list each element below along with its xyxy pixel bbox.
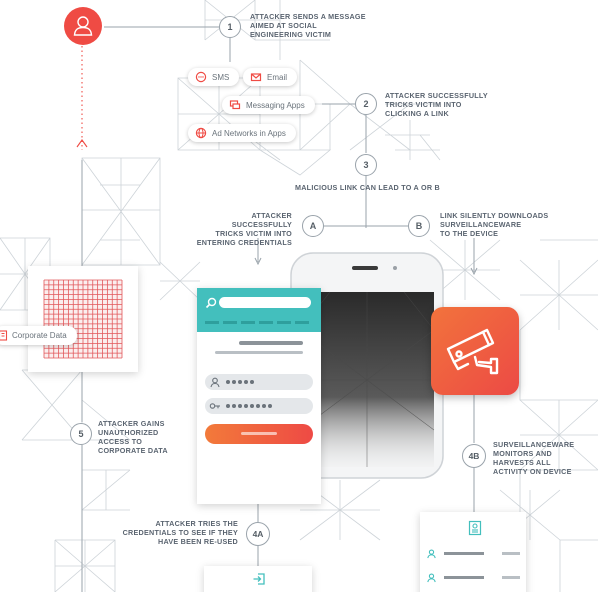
step-b-text: LINK SILENTLY DOWNLOADS SURVEILLANCEWARE…: [440, 211, 549, 238]
header-nav-placeholder: [205, 321, 311, 324]
user-icon: [210, 377, 220, 388]
step-4a-marker: 4A: [246, 522, 270, 546]
step-1-text: ATTACKER SENDS A MESSAGE AIMED AT SOCIAL…: [250, 12, 366, 39]
channel-sms-label: SMS: [212, 72, 230, 82]
step-5-marker: 5: [70, 423, 92, 445]
contact-row-2: [426, 572, 522, 584]
channel-email-label: Email: [267, 72, 288, 82]
channel-messaging-apps: Messaging Apps: [222, 96, 315, 114]
step-a-marker: A: [302, 215, 324, 237]
channel-email: Email: [243, 68, 298, 86]
channel-sms: SMS: [188, 68, 240, 86]
channel-messaging-label: Messaging Apps: [246, 100, 305, 110]
globe-icon: [195, 127, 207, 139]
user-icon: [73, 16, 93, 36]
surveillance-tile: [431, 307, 519, 395]
step-5-text: ATTACKER GAINS UNAUTHORIZED ACCESS TO CO…: [98, 419, 168, 455]
user-icon: [427, 573, 436, 583]
channel-ad-networks-label: Ad Networks in Apps: [212, 128, 286, 138]
step-4a-text: ATTACKER TRIES THE CREDENTIALS TO SEE IF…: [122, 519, 238, 546]
phishing-login-card: [197, 288, 321, 504]
harvested-contacts-card: [420, 512, 526, 592]
login-card-header: [197, 288, 321, 332]
step-b-marker: B: [408, 215, 430, 237]
step-4b-marker: 4B: [462, 444, 486, 468]
search-bar: [219, 297, 311, 308]
attacker-avatar: [64, 7, 102, 45]
login-button-label-placeholder: [241, 432, 277, 435]
step-2-marker: 2: [355, 93, 377, 115]
envelope-icon: [250, 73, 262, 82]
login-button: [205, 424, 313, 444]
corporate-data-label-pill: Corporate Data: [0, 326, 77, 345]
step-1-marker: 1: [219, 16, 241, 38]
login-icon: [253, 573, 265, 585]
username-field: [205, 374, 313, 390]
key-icon: [209, 403, 220, 409]
channel-ad-networks: Ad Networks in Apps: [188, 124, 296, 142]
subtitle-placeholder-line: [215, 351, 303, 354]
credential-reuse-card: [204, 566, 312, 592]
corporate-data-label: Corporate Data: [12, 331, 67, 340]
data-grid-graphic: [43, 279, 123, 359]
password-field: [205, 398, 313, 414]
chat-bubble-icon: [195, 71, 207, 83]
step-3-text: MALICIOUS LINK CAN LEAD TO A OR B: [295, 183, 440, 192]
messaging-icon: [229, 100, 241, 110]
building-icon: [0, 330, 8, 341]
step-2-text: ATTACKER SUCCESSFULLY TRICKS VICTIM INTO…: [385, 91, 488, 118]
masked-password: [226, 404, 272, 408]
step-4b-text: SURVEILLANCEWARE MONITORS AND HARVESTS A…: [493, 440, 575, 476]
corporate-data-card: [28, 266, 138, 372]
contact-row-1: [426, 548, 522, 560]
masked-username: [226, 380, 254, 384]
title-placeholder-line: [239, 341, 303, 345]
user-icon: [427, 549, 436, 559]
step-3-marker: 3: [355, 154, 377, 176]
security-camera-icon: [446, 328, 499, 375]
step-a-text: ATTACKER SUCCESSFULLY TRICKS VICTIM INTO…: [196, 211, 292, 247]
contact-card-icon: [468, 520, 482, 536]
arrow-up-icon: [76, 139, 88, 148]
search-icon: [205, 297, 217, 309]
